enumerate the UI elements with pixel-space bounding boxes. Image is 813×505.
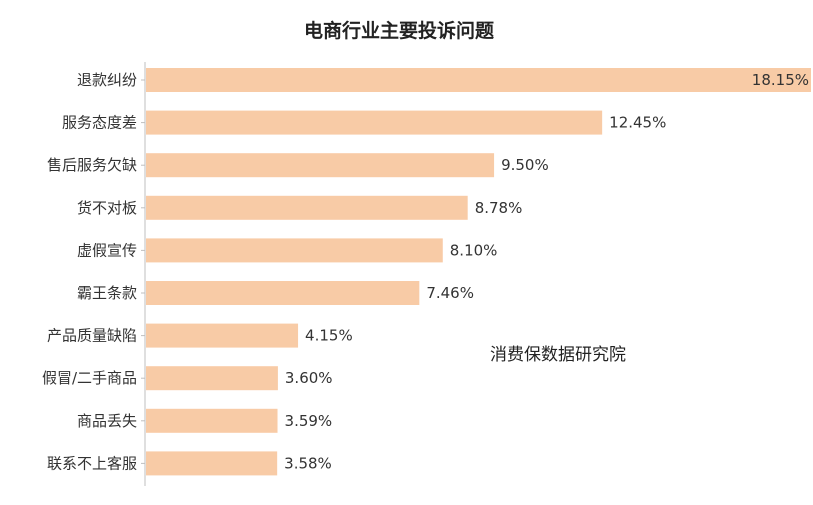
bar bbox=[146, 408, 278, 433]
category-label: 商品丢失 bbox=[77, 412, 137, 430]
value-label: 7.46% bbox=[426, 284, 474, 302]
bar bbox=[146, 195, 468, 220]
bar bbox=[146, 238, 443, 263]
value-label: 3.59% bbox=[285, 412, 333, 430]
bar bbox=[146, 68, 811, 92]
bar bbox=[146, 323, 299, 348]
value-label: 12.45% bbox=[609, 114, 666, 132]
category-label: 产品质量缺陷 bbox=[47, 327, 137, 345]
category-label: 霸王条款 bbox=[77, 284, 137, 302]
category-label: 售后服务欠缺 bbox=[47, 156, 137, 174]
bar bbox=[146, 451, 278, 476]
bar bbox=[146, 366, 278, 391]
category-label: 服务态度差 bbox=[62, 114, 137, 132]
value-label: 4.15% bbox=[305, 327, 353, 345]
value-label: 3.60% bbox=[285, 369, 333, 387]
category-label: 退款纠纷 bbox=[77, 71, 137, 89]
bar bbox=[146, 153, 495, 178]
chart-title: 电商行业主要投诉问题 bbox=[304, 19, 494, 42]
category-label: 假冒/二手商品 bbox=[42, 369, 137, 387]
value-label: 18.15% bbox=[752, 71, 809, 89]
watermark: 消费保数据研究院 bbox=[490, 345, 626, 365]
bar bbox=[146, 110, 603, 135]
value-label: 9.50% bbox=[501, 156, 549, 174]
category-label: 货不对板 bbox=[77, 199, 137, 217]
category-label: 联系不上客服 bbox=[47, 454, 137, 472]
value-label: 3.58% bbox=[284, 454, 332, 472]
bar bbox=[146, 281, 420, 305]
category-label: 虚假宣传 bbox=[77, 241, 137, 259]
value-label: 8.10% bbox=[450, 241, 498, 259]
bars-group: 退款纠纷 18.15% 服务态度差 12.45% 售后服务欠缺 9.50% 货不对板 8.78… bbox=[42, 68, 811, 476]
value-label: 8.78% bbox=[475, 199, 523, 217]
